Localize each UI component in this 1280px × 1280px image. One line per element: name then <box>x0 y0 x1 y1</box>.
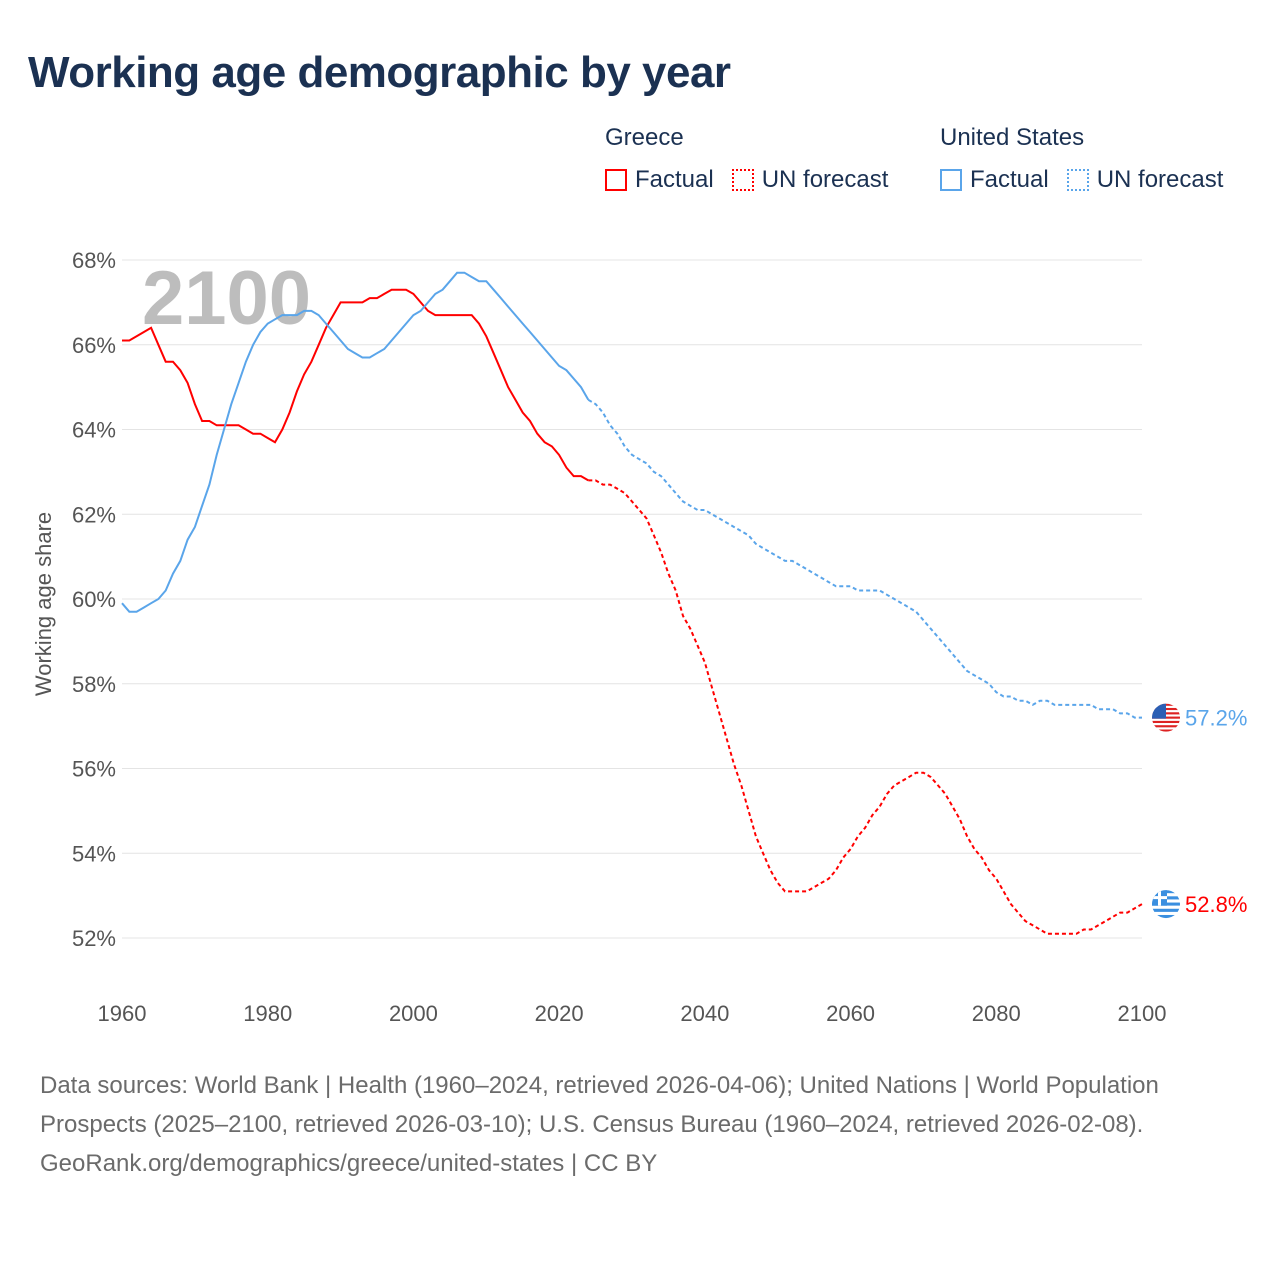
data-sources: Data sources: World Bank | Health (1960–… <box>40 1072 1159 1138</box>
series-line-factual-0 <box>122 288 589 482</box>
year-watermark: 2100 <box>142 256 311 341</box>
legend-swatch-dotted <box>1066 169 1089 191</box>
series-line-forecast-0 <box>588 479 1143 935</box>
x-tick-label: 2040 <box>680 1001 729 1026</box>
y-tick-label: 68% <box>72 248 116 273</box>
y-tick-label: 52% <box>72 926 116 951</box>
x-tick-label: 2020 <box>535 1001 584 1026</box>
x-tick-label: 2000 <box>389 1001 438 1026</box>
x-tick-label: 2080 <box>972 1001 1021 1026</box>
legend-label: UN forecast <box>761 166 889 193</box>
x-tick-label: 1960 <box>98 1001 147 1026</box>
end-value-label: 57.2% <box>1185 706 1247 731</box>
y-tick-label: 56% <box>72 757 116 782</box>
legend-label: UN forecast <box>1096 166 1224 193</box>
legend-swatch-solid <box>940 169 962 191</box>
legend-greece: Factual UN forecast <box>605 166 906 194</box>
credit-link[interactable]: GeoRank.org/demographics/greece/united-s… <box>40 1150 658 1177</box>
legend-item-greece-factual[interactable]: Factual <box>605 166 714 194</box>
y-tick-label: 66% <box>72 333 116 358</box>
y-tick-label: 54% <box>72 841 116 866</box>
y-axis-label: Working age share <box>31 512 56 696</box>
x-tick-label: 1980 <box>243 1001 292 1026</box>
legend-group-united-states: United States <box>940 124 1085 151</box>
line-chart: 52% 54% 56% 58% 60% 62% 64% 66% 68% 1960 1980 2000 2… <box>31 248 1247 1026</box>
legend-group-greece: Greece <box>605 124 684 151</box>
legend-united-states: Factual UN forecast <box>940 166 1241 194</box>
y-tick-label: 62% <box>72 502 116 527</box>
legend-item-greece-forecast[interactable]: UN forecast <box>731 166 889 194</box>
legend-item-us-forecast[interactable]: UN forecast <box>1066 166 1224 194</box>
series-line-forecast-1 <box>587 398 1142 719</box>
chart-title: Working age demographic by year <box>28 48 731 97</box>
greece-flag-icon <box>1152 890 1180 919</box>
legend-label: Factual <box>970 166 1049 193</box>
end-value-label: 52.8% <box>1185 892 1247 917</box>
y-tick-label: 60% <box>72 587 116 612</box>
legend-swatch-solid <box>605 169 627 191</box>
legend-item-us-factual[interactable]: Factual <box>940 166 1049 194</box>
footer: Data sources: World Bank | Health (1960–… <box>40 1066 1240 1183</box>
x-tick-label: 2100 <box>1118 1001 1167 1026</box>
x-tick-label: 2060 <box>826 1001 875 1026</box>
legend-swatch-dotted <box>731 169 754 191</box>
series-line-factual-1 <box>121 271 590 613</box>
us-flag-icon <box>1152 703 1180 732</box>
legend-label: Factual <box>635 166 714 193</box>
y-tick-label: 64% <box>72 418 116 443</box>
y-tick-label: 58% <box>72 672 116 697</box>
